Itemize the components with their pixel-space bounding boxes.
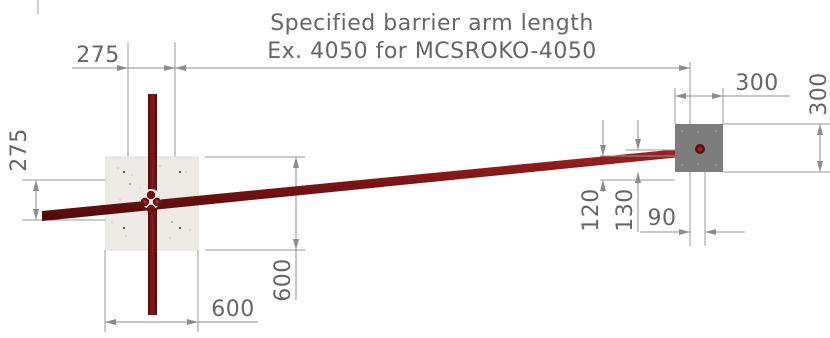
- barrier-arm: [42, 147, 701, 221]
- arm-length-example: Ex. 4050 for MCSROKO-4050: [267, 39, 597, 64]
- offset-120-label: 120: [579, 188, 604, 232]
- arm-length-dimension: [175, 62, 691, 150]
- left-base-width-dimension: [104, 250, 258, 332]
- left-base-height-label: 600: [271, 258, 296, 302]
- offset-130-label: 130: [613, 188, 638, 232]
- left-base-height-dimension: [205, 156, 305, 300]
- left-base-width-label: 600: [211, 297, 255, 322]
- left-hinge-cluster: [140, 189, 162, 214]
- arm-length-title: Specified barrier arm length: [270, 11, 594, 36]
- right-plate-height-dimension: [723, 123, 830, 173]
- right-plate-height-label: 300: [807, 72, 830, 116]
- right-base-plate: [675, 124, 723, 172]
- right-plate-width-label: 300: [735, 71, 779, 96]
- left-plate-width-label: 275: [76, 43, 120, 68]
- left-plate-height-label: 275: [7, 128, 32, 172]
- left-plate-width-dimension: [72, 42, 176, 158]
- right-plate-width-dimension: [674, 88, 790, 124]
- offset-90-label: 90: [648, 206, 677, 231]
- right-offset-dimensions: [600, 120, 745, 246]
